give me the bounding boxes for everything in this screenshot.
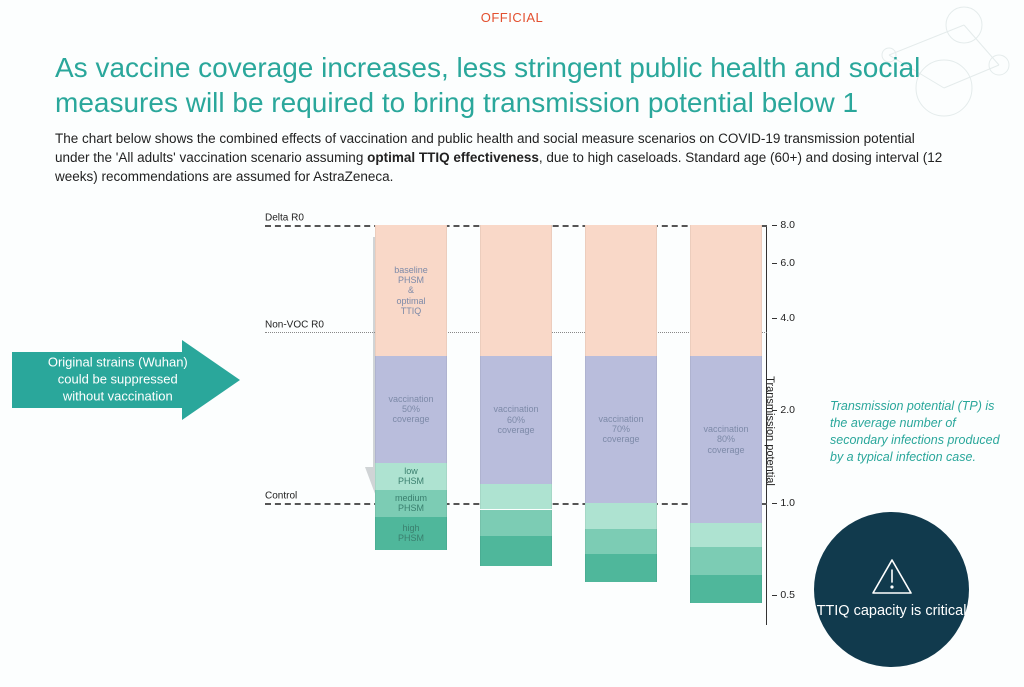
ttiq-badge: TTIQ capacity is critical	[814, 512, 969, 667]
chart-bar: baseline PHSM & optimal TTIQvaccination …	[375, 225, 447, 625]
bar-segment	[690, 225, 762, 356]
origin-strain-arrow-label: Original strains (Wuhan) could be suppre…	[43, 355, 193, 406]
classification-label: OFFICIAL	[0, 10, 1024, 25]
bar-segment	[480, 510, 552, 536]
bar-segment	[480, 536, 552, 567]
reference-line-label: Control	[265, 490, 297, 501]
reference-line-label: Non-VOC R0	[265, 319, 324, 330]
bar-segment: high PHSM	[375, 517, 447, 551]
page-subtitle: The chart below shows the combined effec…	[55, 130, 944, 187]
y-tick: 4.0	[780, 312, 795, 324]
bar-segment: low PHSM	[375, 463, 447, 490]
tp-definition: Transmission potential (TP) is the avera…	[830, 398, 1004, 466]
chart-bar: vaccination 80% coverage	[690, 225, 762, 625]
bar-segment	[480, 225, 552, 356]
subtitle-bold: optimal TTIQ effectiveness	[367, 150, 539, 165]
bar-segment: vaccination 80% coverage	[690, 356, 762, 523]
warning-icon	[871, 558, 913, 596]
origin-strain-arrow: Original strains (Wuhan) could be suppre…	[12, 340, 242, 420]
y-tick: 2.0	[780, 404, 795, 416]
y-tick: 1.0	[780, 497, 795, 509]
page-title: As vaccine coverage increases, less stri…	[55, 50, 969, 120]
plot-area: Transmission potential 0.51.02.04.06.08.…	[345, 225, 765, 625]
y-tick: 0.5	[780, 589, 795, 601]
bar-segment	[690, 547, 762, 576]
reference-line-label: Delta R0	[265, 212, 304, 223]
bar-segment: vaccination 70% coverage	[585, 356, 657, 503]
chart-bar: vaccination 70% coverage	[585, 225, 657, 625]
bar-segment: vaccination 50% coverage	[375, 356, 447, 463]
y-tick: 6.0	[780, 257, 795, 269]
tp-chart: Transmission potential 0.51.02.04.06.08.…	[265, 225, 825, 645]
bar-segment	[585, 529, 657, 554]
y-axis-label: Transmission potential	[764, 376, 776, 486]
bar-segment	[480, 484, 552, 510]
bar-segment: baseline PHSM & optimal TTIQ	[375, 225, 447, 356]
tp-definition-term: Transmission potential	[830, 399, 954, 413]
ttiq-badge-text: TTIQ capacity is critical	[817, 602, 967, 621]
bar-segment: vaccination 60% coverage	[480, 356, 552, 484]
bar-segment	[690, 523, 762, 547]
classification-text: OFFICIAL	[481, 10, 544, 25]
bar-segment	[585, 225, 657, 356]
bar-segment	[585, 554, 657, 582]
bar-segment	[585, 503, 657, 529]
bar-segment: medium PHSM	[375, 490, 447, 517]
chart-bar: vaccination 60% coverage	[480, 225, 552, 625]
bar-segment	[690, 575, 762, 603]
y-tick: 8.0	[780, 219, 795, 231]
